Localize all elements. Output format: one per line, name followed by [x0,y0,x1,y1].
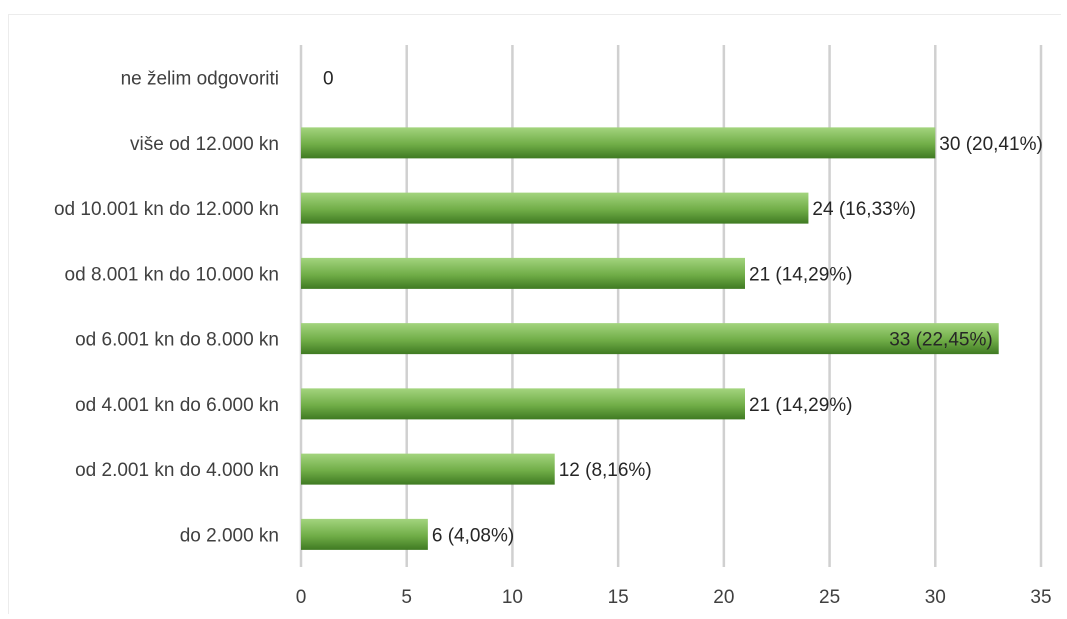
bar [301,257,745,289]
data-label: 0 [323,69,334,90]
category-label: od 2.001 kn do 4.000 kn [75,460,279,481]
bar [301,453,555,485]
data-label: 30 (20,41%) [939,134,1043,155]
category-label: ne želim odgovoriti [121,69,279,90]
x-tick-label-5: 5 [401,587,412,608]
data-label: 6 (4,08%) [432,525,514,546]
category-label: do 2.000 kn [180,525,279,546]
x-tick-label-30: 30 [925,587,946,608]
bar [301,192,809,224]
category-label: od 4.001 kn do 6.000 kn [75,395,279,416]
data-label: 21 (14,29%) [749,395,853,416]
x-tick-label-10: 10 [502,587,523,608]
x-tick-label-20: 20 [713,587,734,608]
data-label: 12 (8,16%) [559,460,652,481]
x-tick-label-0: 0 [296,587,307,608]
x-tick-label-15: 15 [608,587,629,608]
x-tick-label-35: 35 [1030,587,1051,608]
category-label: od 6.001 kn do 8.000 kn [75,330,279,351]
bar [301,127,936,159]
bar [301,388,745,420]
category-label: od 10.001 kn do 12.000 kn [54,199,279,220]
category-label: više od 12.000 kn [130,134,279,155]
bar [301,518,428,550]
bar [301,323,999,355]
chart-frame: 0 5 10 15 20 25 30 35 ne želim odgovoriti 0 više o… [8,14,1061,614]
data-label: 33 (22,45%) [889,330,993,351]
x-tick-label-25: 25 [819,587,840,608]
data-label: 24 (16,33%) [812,199,916,220]
data-label: 21 (14,29%) [749,264,853,285]
income-bar-chart: 0 5 10 15 20 25 30 35 ne želim odgovoriti 0 više o… [54,45,1052,608]
category-label: od 8.001 kn do 10.000 kn [65,264,279,285]
